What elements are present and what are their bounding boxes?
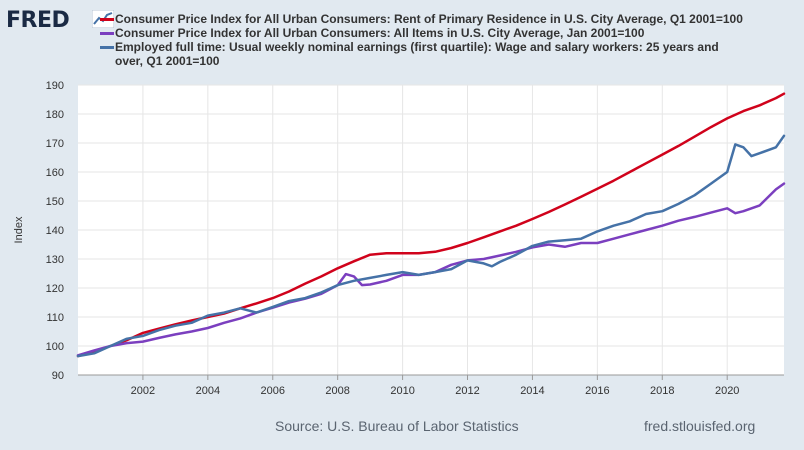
x-tick-label: 2012 xyxy=(455,385,479,397)
legend-swatch-earnings xyxy=(100,46,114,49)
y-tick-label: 120 xyxy=(46,283,64,295)
y-tick-label: 160 xyxy=(46,167,64,179)
x-tick-label: 2002 xyxy=(131,385,155,397)
legend-swatch-rent xyxy=(100,18,114,21)
x-tick-label: 2008 xyxy=(325,385,349,397)
legend-item-cpi: Consumer Price Index for All Urban Consu… xyxy=(115,26,645,40)
x-tick-label: 2020 xyxy=(715,385,739,397)
y-tick-label: 90 xyxy=(52,370,64,382)
y-tick-label: 130 xyxy=(46,254,64,266)
fred-url-text: fred.stlouisfed.org xyxy=(644,418,756,434)
legend-swatch-cpi xyxy=(100,32,114,35)
x-tick-label: 2006 xyxy=(261,385,285,397)
series-line-2 xyxy=(76,134,786,358)
y-axis-label: Index xyxy=(13,216,25,243)
x-tick-label: 2016 xyxy=(585,385,609,397)
y-tick-label: 100 xyxy=(46,341,64,353)
x-tick-label: 2010 xyxy=(390,385,414,397)
y-tick-label: 180 xyxy=(46,109,64,121)
y-tick-label: 170 xyxy=(46,138,64,150)
legend-item-earnings-line1: Employed full time: Usual weekly nominal… xyxy=(115,40,719,54)
y-tick-label: 190 xyxy=(46,80,64,92)
source-text: Source: U.S. Bureau of Labor Statistics xyxy=(275,418,519,434)
x-tick-label: 2014 xyxy=(520,385,544,397)
legend-item-earnings-line2: over, Q1 2001=100 xyxy=(115,54,220,68)
x-tick-label: 2004 xyxy=(196,385,220,397)
fred-logo: FRED xyxy=(6,8,70,33)
legend-item-rent: Consumer Price Index for All Urban Consu… xyxy=(115,12,743,26)
y-tick-label: 140 xyxy=(46,225,64,237)
x-tick-label: 2018 xyxy=(650,385,674,397)
y-tick-label: 150 xyxy=(46,196,64,208)
y-tick-label: 110 xyxy=(46,312,64,324)
